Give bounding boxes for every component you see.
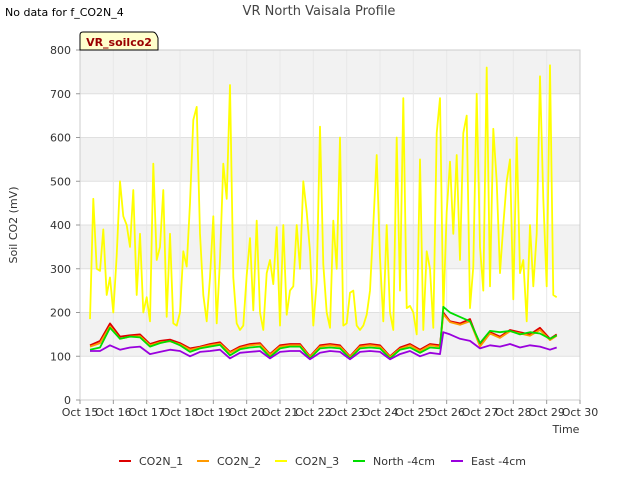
y-tick-label: 800 [50, 44, 71, 57]
y-tick-label: 300 [50, 263, 71, 276]
legend-label-north-4cm: North -4cm [373, 455, 435, 468]
plot-band [80, 137, 580, 182]
series-line-north-4cm [89, 305, 558, 360]
x-tick-label: Oct 24 [362, 406, 399, 419]
legend-label-co2n-3: CO2N_3 [295, 455, 339, 468]
x-tick-label: Oct 27 [462, 406, 499, 419]
x-tick-label: Oct 25 [395, 406, 432, 419]
y-tick-label: 600 [50, 132, 71, 145]
x-tick-label: Oct 29 [528, 406, 565, 419]
y-tick-label: 0 [64, 394, 71, 407]
x-tick-label: Oct 23 [328, 406, 365, 419]
x-tick-label: Oct 22 [295, 406, 332, 419]
x-tick-label: Oct 26 [428, 406, 465, 419]
series-line-co2n-3 [89, 64, 558, 336]
y-tick-label: 100 [50, 350, 71, 363]
chart-title: VR North Vaisala Profile [243, 4, 396, 19]
legend-label-east-4cm: East -4cm [471, 455, 526, 468]
series-layer [89, 64, 558, 361]
series-line-east-4cm [90, 331, 557, 361]
x-tick-label: Oct 20 [228, 406, 265, 419]
y-axis-label: Soil CO2 (mV) [7, 187, 20, 264]
no-data-notice: No data for f_CO2N_4 [5, 6, 124, 19]
x-tick-label: Oct 21 [262, 406, 299, 419]
x-tick-label: Oct 17 [128, 406, 165, 419]
plot-band [80, 225, 580, 269]
x-tick-label: Oct 19 [195, 406, 232, 419]
x-tick-label: Oct 28 [495, 406, 532, 419]
y-tick-label: 400 [50, 219, 71, 232]
plot-band [80, 50, 580, 94]
y-tick-label: 500 [50, 175, 71, 188]
x-tick-label: Oct 30 [562, 406, 599, 419]
legend: CO2N_1 CO2N_2 CO2N_3 North -4cm East -4cm [119, 455, 526, 468]
y-tick-label: 200 [50, 307, 71, 320]
legend-label-co2n-2: CO2N_2 [217, 455, 261, 468]
x-axis-label: Time [552, 423, 580, 436]
x-tick-label: Oct 16 [95, 406, 132, 419]
y-tick-label: 700 [50, 88, 71, 101]
site-label: VR_soilco2 [86, 36, 152, 49]
site-label-box: VR_soilco2 [79, 31, 159, 51]
x-tick-label: Oct 18 [162, 406, 199, 419]
x-tick-label: Oct 15 [62, 406, 99, 419]
y-axis-ticks: 0 100 200 300 400 500 600 700 800 [50, 44, 80, 407]
legend-label-co2n-1: CO2N_1 [139, 455, 183, 468]
